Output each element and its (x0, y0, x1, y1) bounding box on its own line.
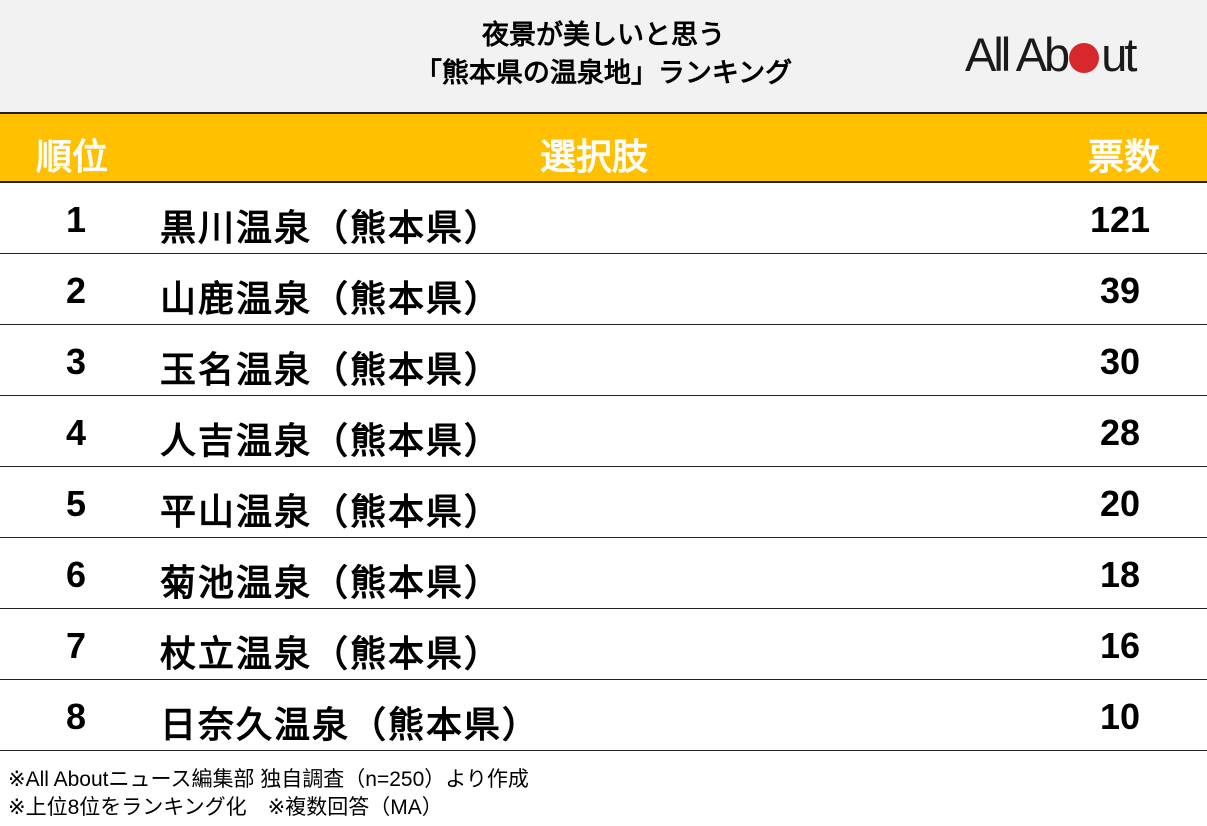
votes-cell: 28 (1099, 412, 1141, 453)
choice-cell: 日奈久温泉（熊本県） (160, 704, 541, 745)
title-line-1: 夜景が美しいと思う (482, 20, 725, 50)
footnote-1: ※All Aboutニュース編集部 独自調査（n=250）より作成 (8, 768, 529, 791)
votes-cell: 30 (1099, 341, 1141, 382)
rank-cell: 3 (65, 341, 87, 382)
votes-cell: 39 (1099, 270, 1141, 311)
votes-cell: 16 (1099, 625, 1141, 666)
votes-cell: 10 (1099, 696, 1141, 737)
table-row: 3 玉名温泉（熊本県） 30 (0, 325, 1207, 396)
title-line-2: 「熊本県の温泉地」ランキング (414, 58, 793, 88)
footnote-2: ※上位8位をランキング化 ※複数回答（MA） (8, 796, 443, 819)
table-row: 5 平山温泉（熊本県） 20 (0, 467, 1207, 538)
table-row: 7 杖立温泉（熊本県） 16 (0, 609, 1207, 680)
rank-cell: 7 (65, 625, 87, 666)
table-row: 6 菊池温泉（熊本県） 18 (0, 538, 1207, 609)
rank-cell: 4 (65, 412, 87, 453)
choice-cell: 山鹿温泉（熊本県） (160, 278, 503, 319)
choice-cell: 菊池温泉（熊本県） (160, 562, 503, 603)
rank-cell: 8 (65, 696, 87, 737)
chart-title: 夜景が美しいと思う 「熊本県の温泉地」ランキング (300, 16, 907, 92)
column-header-votes: 票数 (1088, 136, 1161, 177)
choice-cell: 人吉温泉（熊本県） (160, 420, 503, 461)
votes-cell: 121 (1089, 199, 1151, 240)
choice-cell: 玉名温泉（熊本県） (160, 349, 503, 390)
votes-cell: 20 (1099, 483, 1141, 524)
logo-text-right: ut (1101, 28, 1137, 81)
rank-cell: 6 (65, 554, 87, 595)
rank-cell: 2 (65, 270, 87, 311)
logo-text-left: All Ab (965, 28, 1070, 81)
allabout-logo: All Ab ut (965, 28, 1137, 81)
table-row: 2 山鹿温泉（熊本県） 39 (0, 254, 1207, 325)
rank-cell: 5 (65, 483, 87, 524)
choice-cell: 黒川温泉（熊本県） (160, 207, 503, 248)
table-row: 4 人吉温泉（熊本県） 28 (0, 396, 1207, 467)
choice-cell: 杖立温泉（熊本県） (160, 633, 503, 674)
table-header: 順位 選択肢 票数 (0, 112, 1207, 183)
column-header-rank: 順位 (36, 136, 109, 177)
column-header-choice: 選択肢 (540, 136, 649, 177)
logo-dot (1069, 43, 1100, 73)
title-area: 夜景が美しいと思う 「熊本県の温泉地」ランキング All Ab ut (0, 0, 1207, 112)
choice-cell: 平山温泉（熊本県） (160, 491, 503, 532)
table-row: 1 黒川温泉（熊本県） 121 (0, 183, 1207, 254)
table-row: 8 日奈久温泉（熊本県） 10 (0, 680, 1207, 751)
votes-cell: 18 (1099, 554, 1141, 595)
rank-cell: 1 (65, 199, 87, 240)
